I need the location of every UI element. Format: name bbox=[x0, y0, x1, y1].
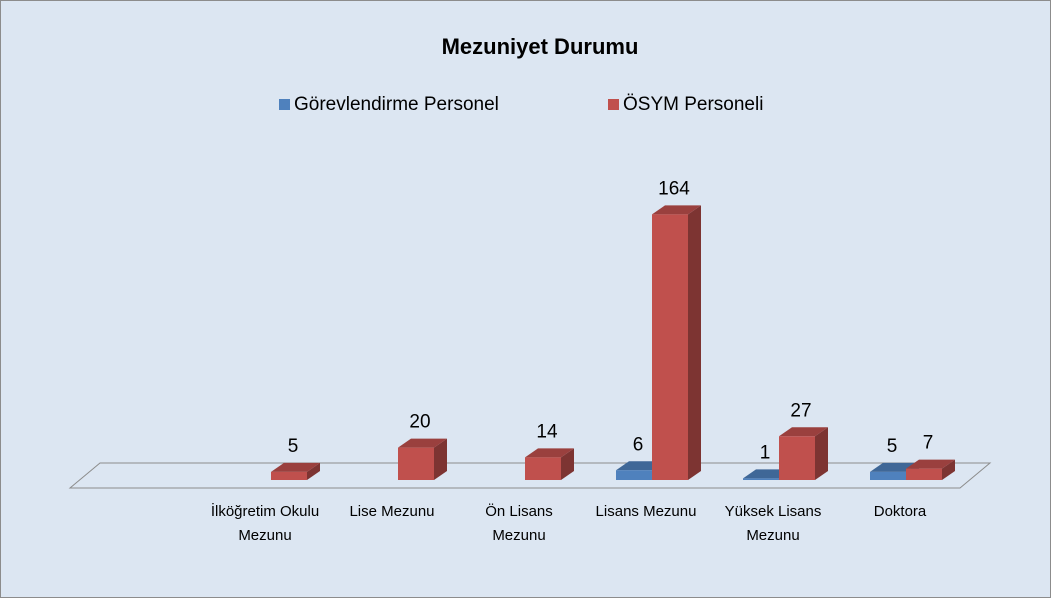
bar-front bbox=[616, 470, 652, 480]
bar-front bbox=[398, 447, 434, 480]
bar bbox=[271, 462, 320, 480]
bar-side bbox=[942, 459, 955, 480]
legend-swatch bbox=[279, 99, 290, 110]
data-label: 5 bbox=[288, 436, 299, 457]
x-tick-label: Lisans Mezunu bbox=[595, 503, 697, 520]
data-label: 27 bbox=[790, 400, 811, 421]
bar-side bbox=[434, 438, 447, 480]
bar-front bbox=[652, 214, 688, 480]
data-label: 7 bbox=[923, 433, 934, 454]
floor bbox=[68, 462, 992, 489]
bar-side bbox=[561, 448, 574, 480]
bar bbox=[398, 438, 447, 480]
bar-side bbox=[815, 427, 828, 480]
bar bbox=[525, 448, 574, 480]
x-tick-label: İlköğretim Okulu Mezunu bbox=[210, 503, 320, 544]
bar-top bbox=[398, 438, 447, 448]
x-tick-label: Yüksek Lisans Mezunu bbox=[724, 503, 822, 544]
bar-front bbox=[870, 471, 906, 480]
bar bbox=[652, 205, 701, 480]
bar-front bbox=[743, 478, 779, 480]
data-label: 14 bbox=[536, 421, 558, 442]
bar-side bbox=[307, 462, 320, 480]
data-label: 5 bbox=[887, 436, 898, 457]
bar-front bbox=[271, 471, 307, 480]
bar-top bbox=[271, 462, 320, 472]
legend-label: Görevlendirme Personel bbox=[294, 94, 499, 115]
x-tick-label: Lise Mezunu bbox=[349, 503, 435, 520]
data-label: 164 bbox=[658, 178, 690, 199]
bar bbox=[779, 427, 828, 480]
bar-front bbox=[525, 457, 561, 480]
chart-title: Mezuniyet Durumu bbox=[442, 34, 639, 59]
legend-swatch bbox=[608, 99, 619, 110]
bar-top bbox=[525, 448, 574, 458]
data-label: 20 bbox=[409, 412, 430, 433]
bar-top bbox=[906, 459, 955, 469]
bar-front bbox=[906, 468, 942, 480]
bar-side bbox=[688, 205, 701, 480]
bar-top bbox=[652, 205, 701, 215]
x-tick-label: Doktora bbox=[873, 503, 927, 520]
bar-top bbox=[779, 427, 828, 437]
bar-front bbox=[779, 436, 815, 480]
data-label: 1 bbox=[760, 442, 771, 463]
data-label: 6 bbox=[633, 434, 644, 455]
x-tick-label: Ön Lisans Mezunu bbox=[485, 503, 553, 544]
legend-label: ÖSYM Personeli bbox=[623, 94, 763, 115]
bar bbox=[906, 459, 955, 480]
